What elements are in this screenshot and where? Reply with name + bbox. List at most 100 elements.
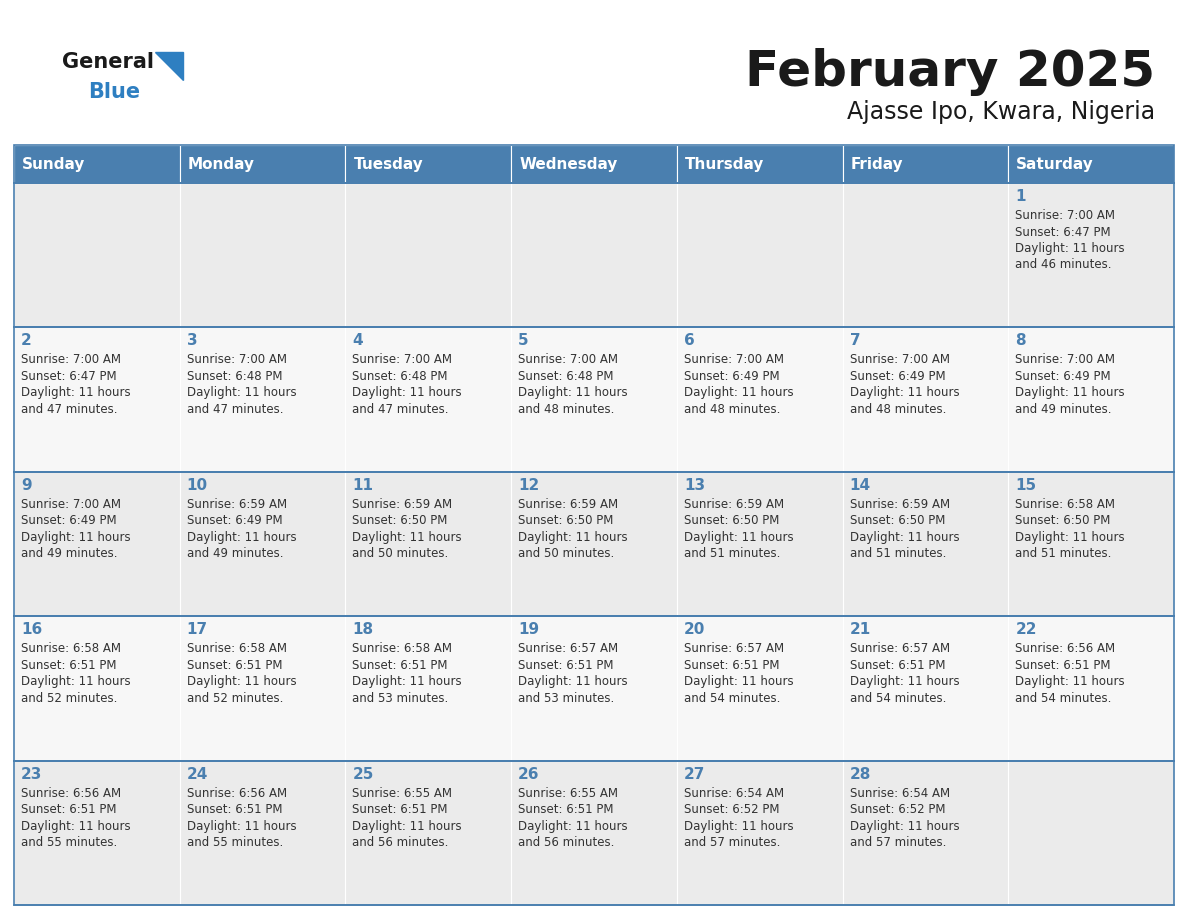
Text: 24: 24	[187, 767, 208, 781]
Bar	[179, 145, 346, 183]
Bar	[346, 616, 511, 761]
Text: Thursday: Thursday	[684, 156, 764, 172]
Text: Sunset: 6:49 PM: Sunset: 6:49 PM	[1016, 370, 1111, 383]
Text: Daylight: 11 hours: Daylight: 11 hours	[518, 386, 627, 399]
Bar	[1009, 145, 1174, 183]
Bar	[842, 145, 1009, 183]
Text: Daylight: 11 hours: Daylight: 11 hours	[849, 820, 959, 833]
Text: Daylight: 11 hours: Daylight: 11 hours	[518, 531, 627, 543]
Text: Friday: Friday	[851, 156, 903, 172]
Text: and 53 minutes.: and 53 minutes.	[353, 691, 449, 705]
Text: Daylight: 11 hours: Daylight: 11 hours	[1016, 531, 1125, 543]
Bar	[677, 616, 842, 761]
Text: Sunrise: 7:00 AM: Sunrise: 7:00 AM	[353, 353, 453, 366]
Text: Sunset: 6:51 PM: Sunset: 6:51 PM	[21, 803, 116, 816]
Text: Sunrise: 6:57 AM: Sunrise: 6:57 AM	[518, 643, 618, 655]
Text: Daylight: 11 hours: Daylight: 11 hours	[187, 676, 296, 688]
Text: Daylight: 11 hours: Daylight: 11 hours	[849, 531, 959, 543]
Text: and 54 minutes.: and 54 minutes.	[1016, 691, 1112, 705]
Text: Daylight: 11 hours: Daylight: 11 hours	[684, 676, 794, 688]
Bar	[14, 761, 179, 905]
Text: 3: 3	[187, 333, 197, 349]
Text: Sunrise: 7:00 AM: Sunrise: 7:00 AM	[1016, 353, 1116, 366]
Bar	[14, 145, 179, 183]
Text: Sunrise: 6:57 AM: Sunrise: 6:57 AM	[684, 643, 784, 655]
Text: 4: 4	[353, 333, 364, 349]
Text: Daylight: 11 hours: Daylight: 11 hours	[21, 676, 131, 688]
Text: Sunday: Sunday	[23, 156, 86, 172]
Bar	[511, 145, 677, 183]
Text: and 48 minutes.: and 48 minutes.	[849, 403, 946, 416]
Text: Sunrise: 6:54 AM: Sunrise: 6:54 AM	[684, 787, 784, 800]
Text: 12: 12	[518, 477, 539, 493]
Text: 10: 10	[187, 477, 208, 493]
Text: 5: 5	[518, 333, 529, 349]
Bar	[1009, 761, 1174, 905]
Bar	[842, 328, 1009, 472]
Bar	[14, 472, 179, 616]
Bar	[1009, 616, 1174, 761]
Text: Sunset: 6:51 PM: Sunset: 6:51 PM	[353, 803, 448, 816]
Text: Sunrise: 7:00 AM: Sunrise: 7:00 AM	[1016, 209, 1116, 222]
Text: Blue: Blue	[88, 82, 140, 102]
Text: Tuesday: Tuesday	[353, 156, 423, 172]
Text: Sunrise: 6:55 AM: Sunrise: 6:55 AM	[353, 787, 453, 800]
Bar	[14, 145, 1174, 905]
Text: Sunrise: 6:56 AM: Sunrise: 6:56 AM	[1016, 643, 1116, 655]
Text: Sunset: 6:48 PM: Sunset: 6:48 PM	[518, 370, 614, 383]
Bar	[1009, 183, 1174, 328]
Bar	[677, 328, 842, 472]
Bar	[346, 761, 511, 905]
Text: 2: 2	[21, 333, 32, 349]
Text: and 50 minutes.: and 50 minutes.	[353, 547, 449, 560]
Text: and 47 minutes.: and 47 minutes.	[187, 403, 283, 416]
Text: Sunrise: 7:00 AM: Sunrise: 7:00 AM	[21, 353, 121, 366]
Text: and 55 minutes.: and 55 minutes.	[21, 836, 118, 849]
Text: 11: 11	[353, 477, 373, 493]
Text: 9: 9	[21, 477, 32, 493]
Text: Sunset: 6:51 PM: Sunset: 6:51 PM	[187, 803, 283, 816]
Text: Sunrise: 6:58 AM: Sunrise: 6:58 AM	[21, 643, 121, 655]
Text: Daylight: 11 hours: Daylight: 11 hours	[21, 531, 131, 543]
Text: Sunset: 6:49 PM: Sunset: 6:49 PM	[21, 514, 116, 527]
Text: 16: 16	[21, 622, 43, 637]
Text: Sunset: 6:50 PM: Sunset: 6:50 PM	[849, 514, 944, 527]
Bar	[179, 472, 346, 616]
Text: Daylight: 11 hours: Daylight: 11 hours	[187, 820, 296, 833]
Text: Sunset: 6:51 PM: Sunset: 6:51 PM	[684, 659, 779, 672]
Text: Sunset: 6:48 PM: Sunset: 6:48 PM	[353, 370, 448, 383]
Bar	[179, 616, 346, 761]
Bar	[14, 616, 179, 761]
Text: Sunset: 6:52 PM: Sunset: 6:52 PM	[849, 803, 946, 816]
Bar	[511, 761, 677, 905]
Bar	[511, 472, 677, 616]
Text: 19: 19	[518, 622, 539, 637]
Text: 28: 28	[849, 767, 871, 781]
Text: 6: 6	[684, 333, 695, 349]
Text: Ajasse Ipo, Kwara, Nigeria: Ajasse Ipo, Kwara, Nigeria	[847, 100, 1155, 124]
Bar	[511, 616, 677, 761]
Bar	[677, 145, 842, 183]
Text: Sunrise: 6:59 AM: Sunrise: 6:59 AM	[849, 498, 949, 510]
Bar	[842, 183, 1009, 328]
Text: Sunrise: 6:58 AM: Sunrise: 6:58 AM	[187, 643, 286, 655]
Bar	[179, 183, 346, 328]
Text: Daylight: 11 hours: Daylight: 11 hours	[684, 386, 794, 399]
Text: Sunrise: 7:00 AM: Sunrise: 7:00 AM	[21, 498, 121, 510]
Text: Sunrise: 6:58 AM: Sunrise: 6:58 AM	[1016, 498, 1116, 510]
Bar	[1009, 472, 1174, 616]
Text: 21: 21	[849, 622, 871, 637]
Text: Sunrise: 6:55 AM: Sunrise: 6:55 AM	[518, 787, 618, 800]
Text: Sunset: 6:52 PM: Sunset: 6:52 PM	[684, 803, 779, 816]
Text: Sunset: 6:49 PM: Sunset: 6:49 PM	[684, 370, 779, 383]
Text: February 2025: February 2025	[745, 48, 1155, 96]
Text: Wednesday: Wednesday	[519, 156, 618, 172]
Bar	[511, 183, 677, 328]
Text: Sunset: 6:50 PM: Sunset: 6:50 PM	[684, 514, 779, 527]
Text: Sunset: 6:51 PM: Sunset: 6:51 PM	[849, 659, 946, 672]
Text: and 52 minutes.: and 52 minutes.	[21, 691, 118, 705]
Text: Sunset: 6:49 PM: Sunset: 6:49 PM	[187, 514, 283, 527]
Text: 27: 27	[684, 767, 706, 781]
Text: and 52 minutes.: and 52 minutes.	[187, 691, 283, 705]
Text: Sunset: 6:50 PM: Sunset: 6:50 PM	[353, 514, 448, 527]
